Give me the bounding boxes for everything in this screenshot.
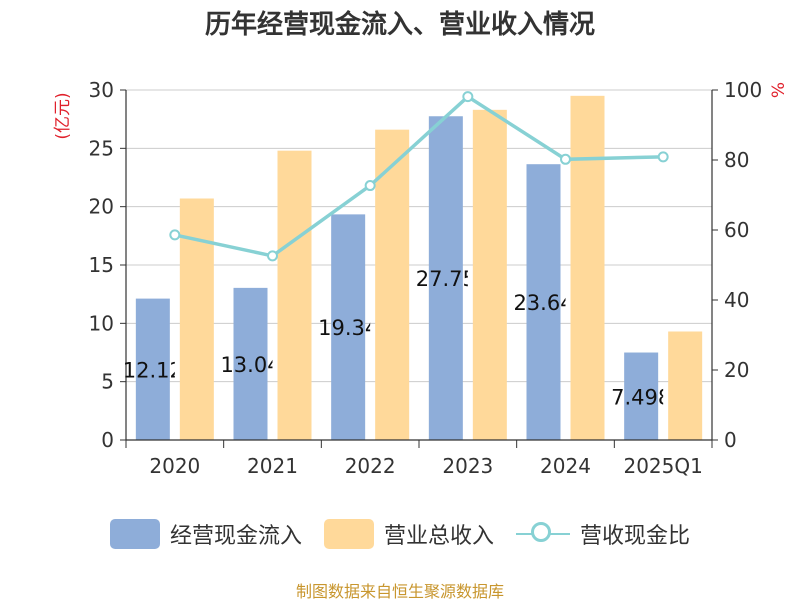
y-left-tick-label: 10 xyxy=(89,311,114,335)
bar-cash-inflow xyxy=(428,116,463,440)
bar-cash-inflow xyxy=(135,298,170,440)
data-label-cash-inflow: 23.64 xyxy=(513,291,573,315)
x-tick-label: 2020 xyxy=(149,454,200,478)
y-left-tick-label: 25 xyxy=(89,136,114,160)
bar-revenue xyxy=(668,331,703,440)
data-label-cash-inflow: 27.75 xyxy=(416,267,476,291)
y-right-tick-label: 100 xyxy=(724,78,762,102)
ratio-point xyxy=(364,180,376,192)
bar-cash-inflow xyxy=(331,214,366,440)
legend-swatch-ratio xyxy=(516,519,570,549)
y-left-tick-label: 20 xyxy=(89,195,114,219)
ratio-line xyxy=(169,91,669,262)
legend-label-ratio: 营收现金比 xyxy=(580,524,691,549)
legend-swatch-revenue xyxy=(323,519,374,549)
data-label-cash-inflow: 19.34 xyxy=(318,316,378,340)
bar-revenue xyxy=(277,150,312,440)
ratio-point xyxy=(657,151,669,163)
x-tick-label: 2024 xyxy=(540,454,591,478)
source-note: 制图数据来自恒生聚源数据库 xyxy=(295,582,504,601)
chart-title: 历年经营现金流入、营业收入情况 xyxy=(204,10,595,40)
bar-revenue xyxy=(472,109,507,440)
x-tick-label: 2021 xyxy=(247,454,298,478)
legend-item-cash-inflow[interactable]: 经营现金流入 xyxy=(109,518,302,550)
axes: 0 5 10 15 20 25 30 0 20 40 60 80 100 2020 2021 2022 2023… xyxy=(53,78,789,478)
gridlines xyxy=(126,89,712,383)
y-right-tick-label: 40 xyxy=(724,288,749,312)
bar-revenue xyxy=(375,129,410,440)
y-right-tick-label: 20 xyxy=(724,358,749,382)
y-left-tick-label: 15 xyxy=(89,253,114,277)
y-left-tick-label: 30 xyxy=(89,78,114,102)
ratio-point xyxy=(462,91,474,103)
y-right-axis-title: % xyxy=(769,82,789,98)
y-right-tick-label: 0 xyxy=(724,428,737,452)
bar-revenue xyxy=(179,198,214,440)
legend-label-cash-inflow: 经营现金流入 xyxy=(169,524,302,549)
y-right-tick-label: 80 xyxy=(724,148,749,172)
bar-cash-inflow xyxy=(526,164,561,440)
data-label-cash-inflow: 12.12 xyxy=(123,358,183,382)
ratio-point xyxy=(560,153,571,165)
x-tick-label: 2023 xyxy=(442,454,493,478)
legend: 经营现金流入 营业总收入 营收现金比 xyxy=(0,514,800,554)
legend-item-revenue[interactable]: 营业总收入 xyxy=(323,518,494,550)
legend-label-revenue: 营业总收入 xyxy=(383,524,494,549)
x-tick-label: 2022 xyxy=(345,454,396,478)
ratio-point xyxy=(169,229,181,241)
y-right-tick-label: 60 xyxy=(724,218,749,242)
legend-swatch-cash-inflow xyxy=(109,519,160,549)
ratio-point xyxy=(267,250,278,262)
bar-cash-inflow xyxy=(624,352,659,440)
ratio-line-path xyxy=(174,94,664,258)
data-labels: 12.12 13.04 19.34 27.75 23.64 7.498 xyxy=(123,267,671,409)
data-label-cash-inflow: 13.04 xyxy=(220,353,280,377)
data-label-cash-inflow: 7.498 xyxy=(611,385,671,409)
y-left-axis-title: (亿元) xyxy=(53,92,73,139)
bar-cash-inflow xyxy=(233,287,268,440)
y-left-tick-label: 0 xyxy=(101,428,114,452)
y-left-tick-label: 5 xyxy=(101,370,114,394)
bar-revenue xyxy=(570,95,605,440)
bars xyxy=(135,95,703,440)
x-tick-label: 2025Q1 xyxy=(623,454,702,478)
legend-item-ratio[interactable]: 营收现金比 xyxy=(516,518,690,550)
